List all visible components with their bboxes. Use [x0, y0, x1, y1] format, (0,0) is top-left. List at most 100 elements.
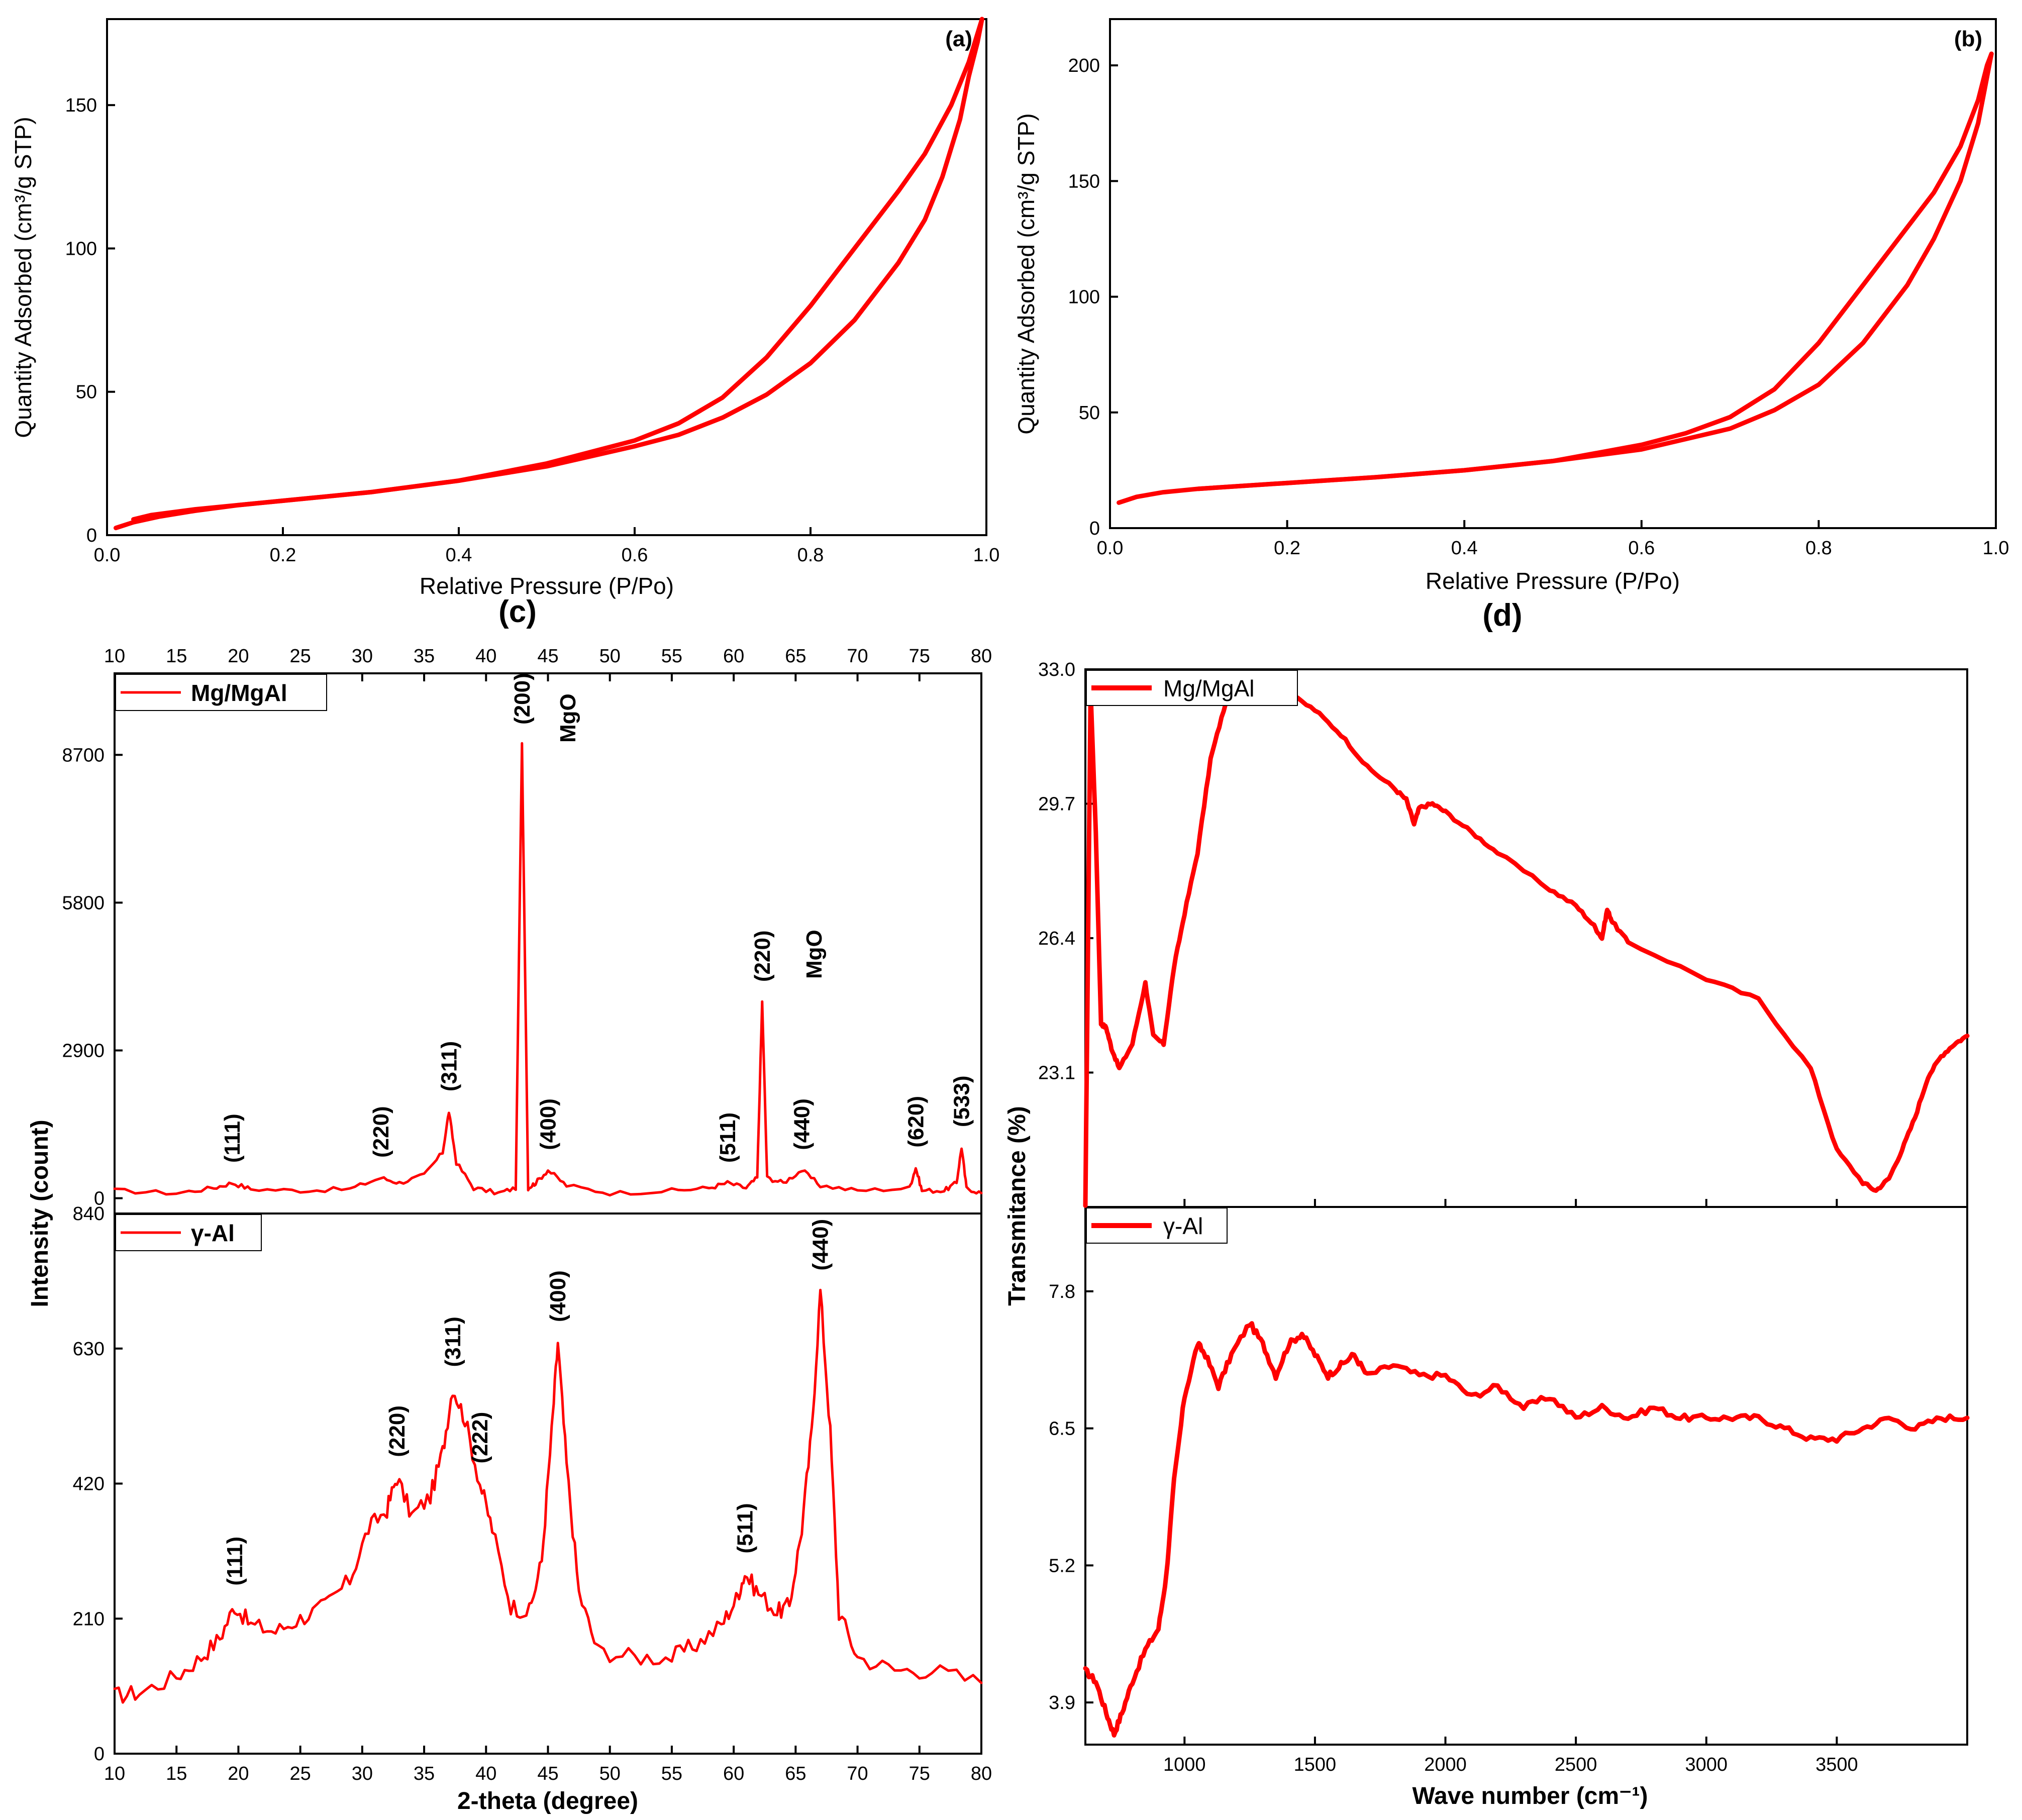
panel-c: (c) 10 15 20 25 30 35 40 45 50 55 60 65 70 75 80 0 2900…: [27, 594, 992, 1814]
x-tick-label: 75: [909, 1763, 930, 1784]
x-tick-label: 0.6: [1628, 538, 1655, 559]
legend-d-top: Mg/MgAl: [1086, 670, 1298, 706]
x-tick-label: 80: [971, 646, 992, 667]
panel-d-ylabel: Transmitance (%): [1004, 1106, 1031, 1305]
legend-c-top-label: Mg/MgAl: [191, 680, 287, 706]
mgo-annotation-1: MgO: [556, 693, 580, 743]
x-tick-label: 3500: [1815, 1754, 1858, 1775]
x-tick-label: 70: [847, 1763, 868, 1784]
peak-label: (220): [385, 1405, 410, 1457]
x-tick-label: 30: [352, 1763, 373, 1784]
x-tick-label: 0.6: [622, 545, 648, 566]
x-tick-label: 2000: [1424, 1754, 1467, 1775]
x-tick-label: 45: [537, 646, 558, 667]
x-tick-label: 35: [414, 646, 435, 667]
y-tick-label: 0: [94, 1188, 105, 1209]
x-tick-label: 65: [785, 1763, 806, 1784]
panel-b-ylabel: Quantity Adsorbed (cm³/g STP): [1013, 113, 1039, 434]
series-line-desorption: [1196, 51, 1994, 491]
peak-label: (400): [546, 1270, 570, 1322]
x-tick-label: 80: [971, 1763, 992, 1784]
x-tick-label: 10: [104, 646, 125, 667]
panel-d: (d) 23.1 26.4 29.7 33.0 1000 1500 2000 2500 300…: [1004, 598, 1970, 1809]
x-tick-label: 0.8: [1805, 538, 1832, 559]
x-tick-label: 0.2: [270, 545, 296, 566]
x-tick-label: 50: [599, 1763, 621, 1784]
peak-label: (111): [223, 1537, 247, 1586]
peak-label: (200): [510, 673, 535, 725]
y-tick-label: 5.2: [1049, 1555, 1075, 1576]
peak-label: (111): [220, 1114, 245, 1163]
legend-c-bottom: γ-Al: [115, 1214, 262, 1251]
panel-c-tag: (c): [498, 594, 537, 629]
x-tick-label: 0.2: [1274, 538, 1300, 559]
x-tick-label: 55: [661, 646, 682, 667]
legend-d-top-label: Mg/MgAl: [1163, 675, 1254, 701]
series-line-adsorption: [114, 17, 984, 531]
series-line-mg-mgal: [1083, 672, 1970, 1208]
panel-a-ylabel: Quantity Adsorbed (cm³/g STP): [10, 117, 36, 438]
mgo-annotation-2: MgO: [802, 930, 827, 979]
panel-c-ylabel: Intensity (count): [27, 1120, 53, 1307]
legend-c-top: Mg/MgAl: [115, 674, 327, 711]
x-tick-label: 55: [661, 1763, 682, 1784]
peak-label: (511): [716, 1113, 740, 1163]
peak-label: (620): [903, 1096, 928, 1148]
x-tick-label: 20: [228, 1763, 249, 1784]
panel-a-tag: (a): [945, 27, 972, 51]
y-tick-label: 840: [73, 1203, 105, 1225]
x-tick-label: 25: [290, 1763, 311, 1784]
panel-c-xlabel: 2-theta (degree): [457, 1788, 638, 1814]
panel-a: 0.0 0.2 0.4 0.6 0.8 1.0 0 50 100 150 (a) Relativ…: [10, 17, 999, 599]
x-tick-label: 0.8: [797, 545, 824, 566]
panel-b-frame: [1109, 18, 1997, 529]
panel-d-xlabel: Wave number (cm⁻¹): [1412, 1783, 1648, 1809]
series-line--al: [113, 1288, 983, 1704]
peak-label: (311): [437, 1041, 461, 1091]
peak-label: (220): [750, 930, 775, 982]
peak-label: (220): [369, 1106, 393, 1158]
y-tick-label: 630: [73, 1339, 105, 1360]
y-tick-label: 5800: [62, 892, 105, 914]
x-tick-label: 70: [847, 646, 868, 667]
y-tick-label: 210: [73, 1608, 105, 1630]
panel-b-xlabel: Relative Pressure (P/Po): [1426, 568, 1680, 594]
x-tick-label: 2500: [1555, 1754, 1597, 1775]
x-tick-label: 1500: [1294, 1754, 1337, 1775]
y-tick-label: 2900: [62, 1040, 105, 1061]
series-line-desorption: [131, 17, 984, 522]
y-tick-label: 420: [73, 1474, 105, 1495]
x-tick-label: 10: [104, 1763, 125, 1784]
y-tick-label: 6.5: [1049, 1419, 1075, 1440]
y-tick-label: 7.8: [1049, 1281, 1075, 1302]
y-tick-label: 150: [65, 95, 97, 116]
x-tick-label: 1.0: [1983, 538, 2009, 559]
x-tick-label: 0.4: [1451, 538, 1478, 559]
x-tick-label: 60: [723, 646, 744, 667]
x-tick-label: 65: [785, 646, 806, 667]
panel-d-bottom-frame: [1084, 1206, 1968, 1746]
legend-d-bottom: γ-Al: [1086, 1207, 1228, 1244]
x-tick-label: 50: [599, 646, 621, 667]
y-tick-label: 23.1: [1038, 1063, 1075, 1084]
y-tick-label: 0: [1089, 518, 1100, 539]
panel-d-tag: (d): [1482, 598, 1522, 633]
y-tick-label: 0: [94, 1744, 105, 1765]
peak-label: (440): [790, 1098, 815, 1150]
x-tick-label: 40: [475, 646, 496, 667]
legend-d-bottom-box: [1086, 1207, 1228, 1244]
panel-b: 0.0 0.2 0.4 0.6 0.8 1.0 0 50 100 150 200 (b) Rela…: [1013, 18, 2009, 594]
x-tick-label: 15: [166, 646, 187, 667]
x-tick-label: 20: [228, 646, 249, 667]
legend-c-bottom-label: γ-Al: [191, 1220, 235, 1246]
y-tick-label: 3.9: [1049, 1692, 1075, 1713]
peak-label: (400): [536, 1098, 561, 1150]
x-tick-label: 0.0: [1097, 538, 1124, 559]
x-tick-label: 1000: [1163, 1754, 1206, 1775]
peak-label: (440): [808, 1219, 833, 1271]
y-tick-label: 26.4: [1038, 928, 1075, 949]
x-tick-label: 15: [166, 1763, 187, 1784]
x-tick-label: 25: [290, 646, 311, 667]
y-tick-label: 50: [1079, 402, 1100, 424]
